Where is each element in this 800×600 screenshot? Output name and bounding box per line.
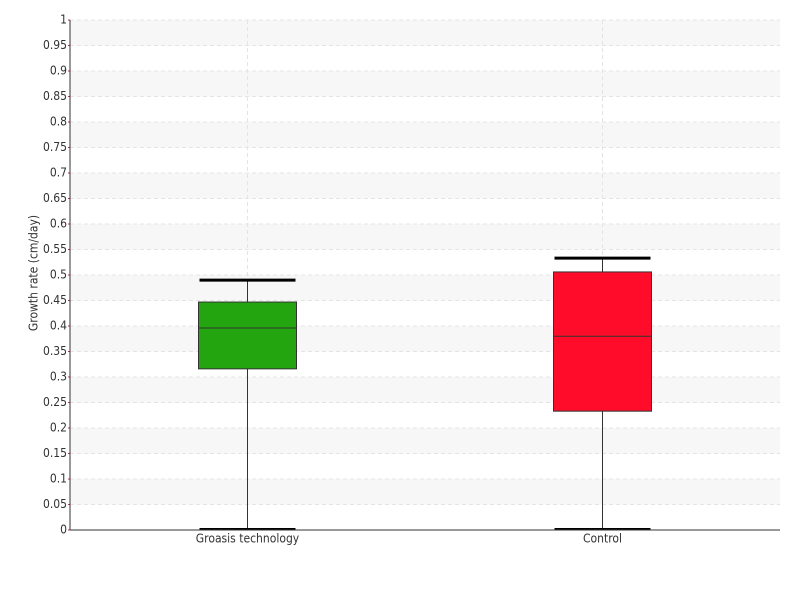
box — [198, 301, 297, 370]
grid-band — [70, 71, 780, 97]
y-tick-label: 1 — [60, 13, 67, 27]
y-tick-label: 0 — [60, 523, 67, 537]
grid-band — [70, 479, 780, 505]
y-tick-label: 0.4 — [50, 319, 67, 333]
y-tick-label: 0.6 — [50, 217, 67, 231]
grid-band — [70, 377, 780, 403]
x-tick-label: Control — [583, 532, 622, 546]
y-tick-label: 0.7 — [50, 166, 67, 180]
grid-band — [70, 326, 780, 352]
y-tick-label: 0.35 — [43, 344, 67, 358]
y-tick-label: 0.2 — [50, 421, 67, 435]
y-tick-label: 0.85 — [43, 89, 67, 103]
y-tick-label: 0.05 — [43, 497, 67, 511]
y-tick-label: 0.8 — [50, 115, 67, 129]
y-tick-label: 0.95 — [43, 38, 67, 52]
y-tick-label: 0.15 — [43, 446, 67, 460]
y-tick-label: 0.5 — [50, 268, 67, 282]
box — [553, 271, 652, 412]
y-tick-label: 0.3 — [50, 370, 67, 384]
grid-band — [70, 122, 780, 148]
grid-band — [70, 428, 780, 454]
grid-band — [70, 275, 780, 301]
y-axis-label: Growth rate (cm/day) — [27, 215, 41, 331]
y-tick-label: 0.1 — [50, 472, 67, 486]
grid-band — [70, 173, 780, 199]
grid-band — [70, 224, 780, 250]
y-tick-label: 0.9 — [50, 64, 67, 78]
y-tick-label: 0.55 — [43, 242, 67, 256]
y-tick-label: 0.25 — [43, 395, 67, 409]
x-tick-label: Groasis technology — [196, 532, 300, 546]
y-tick-label: 0.75 — [43, 140, 67, 154]
y-tick-label: 0.65 — [43, 191, 67, 205]
grid-band — [70, 20, 780, 46]
y-tick-label: 0.45 — [43, 293, 67, 307]
